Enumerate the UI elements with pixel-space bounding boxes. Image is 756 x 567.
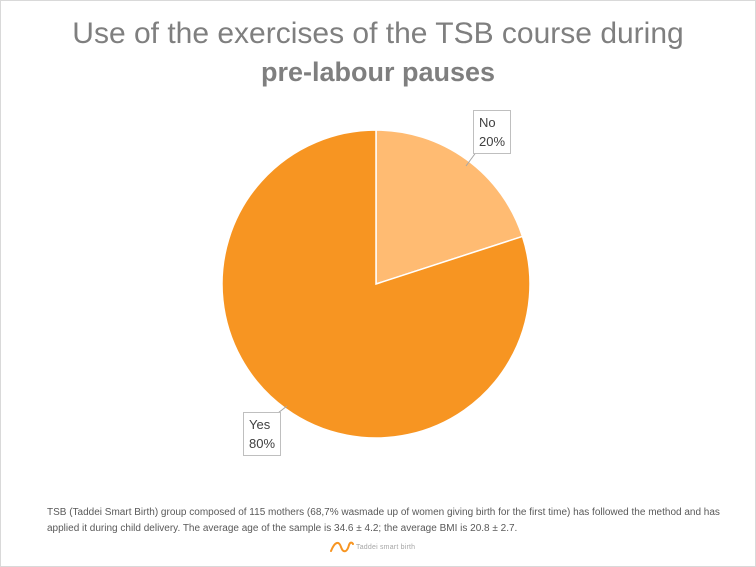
chart-title: Use of the exercises of the TSB course d… — [0, 14, 756, 92]
data-label-no-value: 20% — [479, 134, 506, 149]
footnote: TSB (Taddei Smart Birth) group composed … — [47, 507, 720, 534]
data-label-yes-value: 80% — [249, 436, 276, 451]
data-label-yes: Yes 80% — [243, 412, 282, 456]
logo-text: Taddei smart birth — [356, 543, 416, 551]
pie-slice-yes — [221, 129, 531, 439]
logo: Taddei smart birth — [330, 539, 415, 555]
title-line-2: pre-labour pauses — [260, 57, 496, 87]
data-label-no-category: No — [479, 115, 496, 130]
leader-line-yes — [277, 405, 288, 414]
data-label-yes-category: Yes — [249, 417, 271, 432]
title-line-1: Use of the exercises of the TSB course d… — [72, 17, 684, 50]
logo-wave-icon — [330, 541, 354, 553]
pie-slice-no — [375, 129, 524, 286]
data-label-no: No 20% — [473, 110, 512, 154]
